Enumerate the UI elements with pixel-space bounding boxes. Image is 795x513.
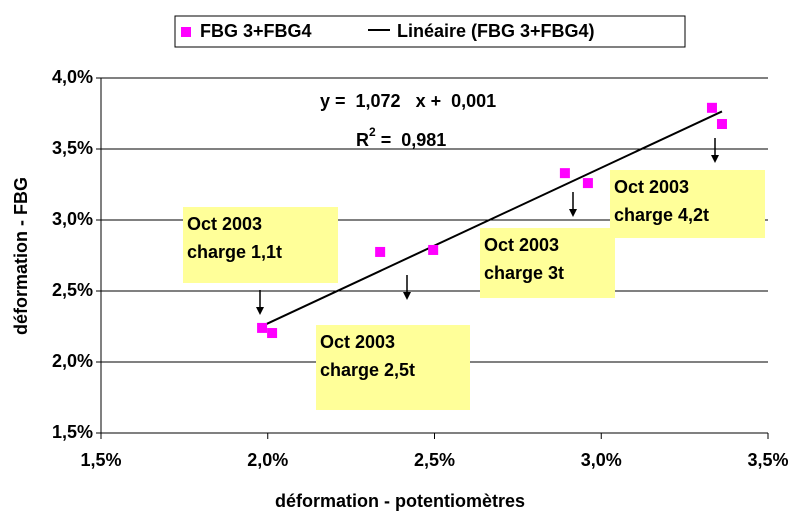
r-squared: R2 = 0,981 bbox=[356, 125, 446, 150]
x-tick-label: 1,5% bbox=[80, 450, 121, 470]
annotation-text: Oct 2003 bbox=[320, 332, 395, 352]
annotation-text: Oct 2003 bbox=[484, 235, 559, 255]
annotation-text: charge 4,2t bbox=[614, 205, 709, 225]
legend-box bbox=[174, 15, 686, 48]
x-tick-label: 3,5% bbox=[747, 450, 788, 470]
r-label: R bbox=[356, 130, 369, 150]
annotation-box bbox=[183, 207, 338, 283]
point bbox=[582, 178, 593, 189]
equation: y = 1,072 x + 0,001 bbox=[320, 91, 496, 111]
point bbox=[559, 168, 570, 179]
y-tick-label: 1,5% bbox=[52, 422, 93, 442]
arrow-head bbox=[403, 292, 411, 300]
annotation-text: Oct 2003 bbox=[187, 214, 262, 234]
x-tick-label: 3,0% bbox=[581, 450, 622, 470]
annotation-text: Oct 2003 bbox=[614, 177, 689, 197]
y-tick-label: 4,0% bbox=[52, 67, 93, 87]
point bbox=[257, 322, 268, 333]
y-axis-label: déformation - FBG bbox=[11, 177, 31, 335]
annotation-text: charge 2,5t bbox=[320, 360, 415, 380]
point bbox=[428, 244, 439, 255]
legend-label: FBG 3+FBG4 bbox=[200, 21, 312, 41]
trendline bbox=[261, 110, 723, 327]
x-tick-label: 2,5% bbox=[414, 450, 455, 470]
r-sup: 2 bbox=[369, 125, 376, 139]
x-axis-label: déformation - potentiomètres bbox=[275, 491, 525, 511]
legend-marker bbox=[181, 27, 191, 37]
arrow-head bbox=[711, 155, 719, 163]
annotation-text: charge 1,1t bbox=[187, 242, 282, 262]
annotation-box bbox=[316, 325, 470, 410]
arrow-head bbox=[256, 307, 264, 315]
r-text: = 0,981 bbox=[376, 130, 447, 150]
point bbox=[375, 246, 386, 257]
y-tick-label: 2,5% bbox=[52, 280, 93, 300]
annotation-box bbox=[610, 170, 765, 238]
y-tick-label: 3,5% bbox=[52, 138, 93, 158]
x-tick-label: 2,0% bbox=[247, 450, 288, 470]
point bbox=[706, 102, 717, 113]
point bbox=[716, 119, 727, 130]
arrow-head bbox=[569, 209, 577, 217]
y-tick-label: 2,0% bbox=[52, 351, 93, 371]
point bbox=[267, 328, 278, 339]
annotation-box bbox=[480, 228, 615, 298]
legend-label: Linéaire (FBG 3+FBG4) bbox=[397, 21, 595, 41]
y-tick-label: 3,0% bbox=[52, 209, 93, 229]
annotation-text: charge 3t bbox=[484, 263, 564, 283]
